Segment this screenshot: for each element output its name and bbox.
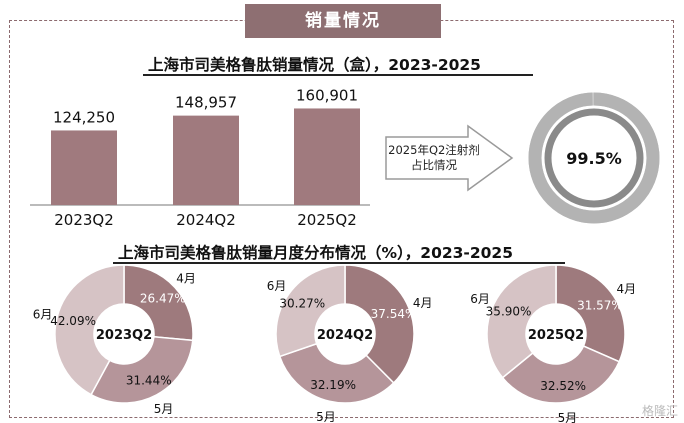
arrow-shape (385, 124, 514, 192)
bar-chart-title: 上海市司美格鲁肽销量情况（盒），2023-2025 (148, 56, 481, 74)
donut-center-label: 2024Q2 (317, 328, 373, 343)
donut-value-label: 32.19% (310, 378, 356, 392)
donut-value-label: 37.54% (371, 307, 417, 321)
bar-category-label: 2023Q2 (54, 211, 114, 229)
donut-section-title: 上海市司美格鲁肽销量月度分布情况（%），2023-2025 (118, 244, 513, 262)
donut-month-label: 6月 (33, 307, 53, 321)
donut-value-label: 32.52% (540, 379, 586, 393)
donut-center-label: 2025Q2 (528, 328, 584, 343)
gauge-inner-ring (544, 108, 644, 208)
gauge-value-label: 99.5% (566, 149, 622, 168)
donut-value-label: 30.27% (279, 297, 325, 311)
donut-center-label: 2023Q2 (96, 328, 152, 343)
donut-month-label: 4月 (176, 271, 196, 285)
donut-hole (315, 304, 375, 364)
donut-title-underline (113, 262, 565, 264)
donut-value-label: 31.44% (126, 373, 172, 387)
donut-month-label: 6月 (470, 292, 490, 306)
bar-value-label: 124,250 (53, 108, 115, 126)
donut-hole (526, 304, 586, 364)
donut-month-label: 5月 (316, 410, 336, 423)
bar-2024Q2 (173, 115, 239, 205)
bar-title-underline (143, 74, 533, 76)
section-banner: 销量情况 (245, 4, 441, 38)
donut-month-label: 6月 (267, 279, 287, 293)
donut-value-label: 35.90% (486, 305, 532, 319)
donut-month-label: 5月 (154, 402, 174, 416)
donut-month-label: 5月 (558, 411, 578, 423)
bar-value-label: 148,957 (175, 94, 237, 112)
bar-2023Q2 (51, 130, 117, 205)
injection-share-label: 2025年Q2注射剂占比情况 (388, 143, 480, 172)
donut-month-label: 4月 (413, 296, 433, 310)
donut-value-label: 31.57% (577, 298, 623, 312)
bar-2025Q2 (294, 108, 360, 205)
bar-category-label: 2024Q2 (176, 211, 236, 229)
donut-hole (94, 304, 154, 364)
bar-value-label: 160,901 (296, 86, 358, 104)
bar-category-label: 2025Q2 (297, 211, 357, 229)
watermark: 格隆汇 (641, 404, 678, 418)
gauge-value-arc (528, 92, 660, 224)
donut-month-label: 4月 (616, 282, 636, 296)
donut-value-label: 42.09% (50, 314, 96, 328)
donut-value-label: 26.47% (140, 292, 186, 306)
